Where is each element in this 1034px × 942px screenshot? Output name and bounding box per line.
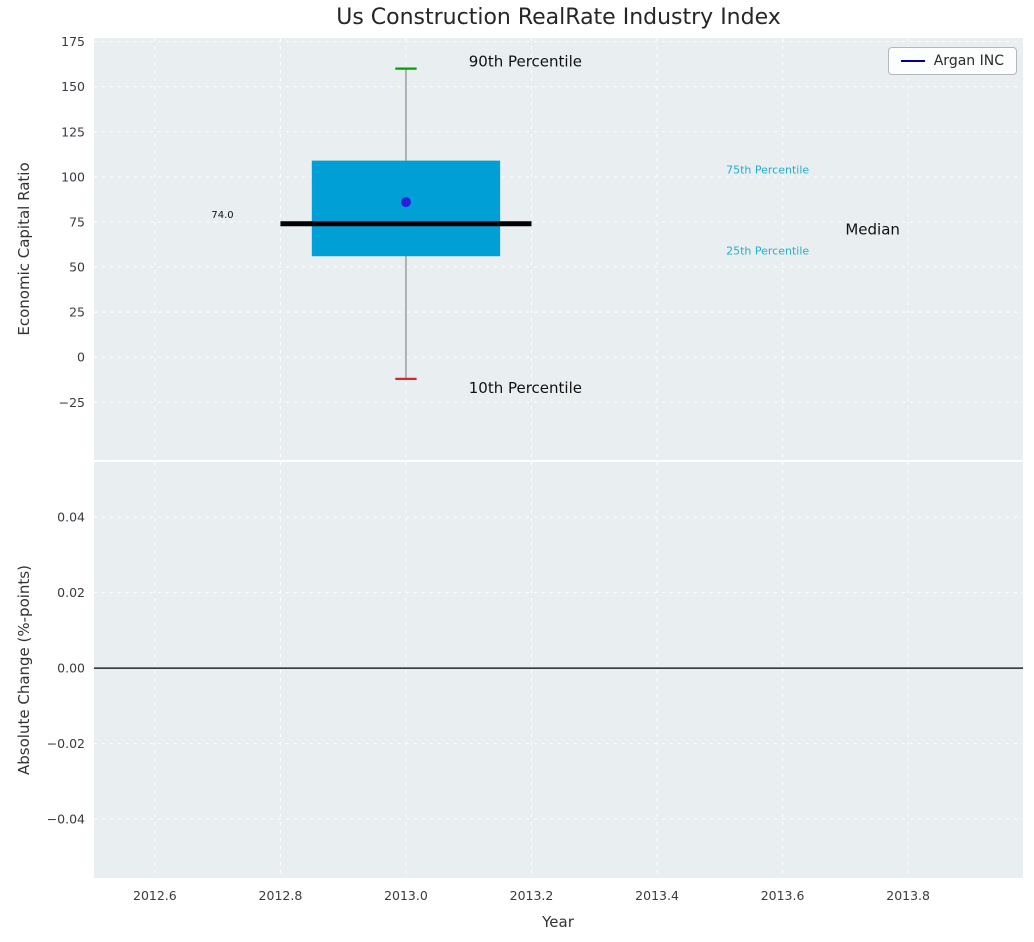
- x-tick-label: 2013.0: [384, 888, 428, 903]
- plot-panel-1: 0.04 0.02 0.00 −0.02 −0.04 2012.6 2012.8 2013.0…: [47, 462, 1023, 903]
- annotation-median: Median: [845, 220, 900, 238]
- annotation-75th-percentile: 75th Percentile: [726, 163, 809, 176]
- top-y-axis-label: Economic Capital Ratio: [15, 162, 33, 336]
- y-tick-label: 75: [69, 214, 85, 229]
- company-point: [400, 197, 411, 208]
- y-tick-label: 0: [77, 350, 85, 365]
- x-tick-label: 2013.6: [761, 888, 805, 903]
- y-tick-label: 125: [61, 124, 85, 139]
- annotation-90th-percentile: 90th Percentile: [469, 53, 582, 71]
- x-axis-label: Year: [542, 913, 574, 931]
- plot-panel-0: 175 150 125 100 75 50 25 0 −25 90th Percentile 10t…: [59, 34, 1023, 460]
- y-tick-label: −0.04: [47, 812, 85, 827]
- y-tick-label: 150: [61, 79, 85, 94]
- y-tick-label: 0.04: [57, 510, 85, 525]
- annotation-10th-percentile: 10th Percentile: [469, 379, 582, 397]
- x-tick-label: 2012.6: [133, 888, 177, 903]
- x-tick-label: 2013.4: [635, 888, 679, 903]
- x-tick-label: 2013.8: [886, 888, 930, 903]
- annotation-median-value: 74.0: [211, 210, 233, 221]
- x-tick-label: 2013.2: [510, 888, 554, 903]
- x-tick-label: 2012.8: [259, 888, 303, 903]
- legend: Argan INC: [887, 47, 1017, 75]
- chart-title: Us Construction RealRate Industry Index: [336, 5, 781, 30]
- bottom-y-axis-label: Absolute Change (%-points): [15, 565, 33, 775]
- y-tick-label: 25: [69, 305, 85, 320]
- y-tick-label: −25: [59, 395, 85, 410]
- panel-background: [94, 38, 1023, 460]
- y-tick-label: 0.00: [57, 661, 85, 676]
- y-tick-label: 50: [69, 260, 85, 275]
- iqr-box: [311, 160, 501, 257]
- y-tick-label: 175: [61, 34, 85, 49]
- y-tick-label: 0.02: [57, 585, 85, 600]
- y-tick-label: −0.02: [47, 736, 85, 751]
- legend-label: Argan INC: [933, 53, 1004, 69]
- panel-background: [94, 462, 1023, 878]
- legend-line-sample: [900, 60, 925, 62]
- y-tick-label: 100: [61, 169, 85, 184]
- annotation-25th-percentile: 25th Percentile: [726, 245, 809, 258]
